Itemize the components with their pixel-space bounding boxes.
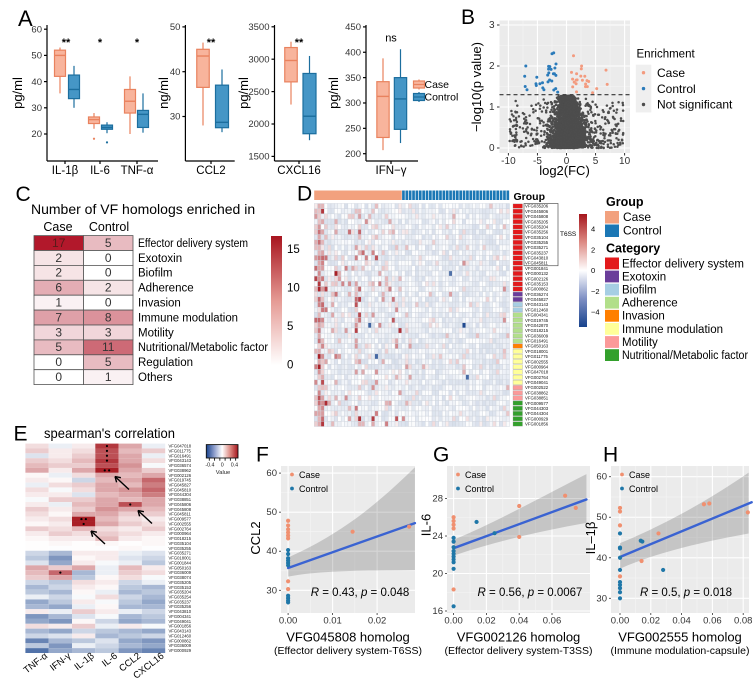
svg-text:8: 8: [105, 310, 112, 324]
svg-text:5: 5: [287, 321, 293, 333]
svg-text:Control: Control: [89, 220, 129, 234]
svg-text:300: 300: [345, 98, 361, 109]
svg-text:Case: Case: [425, 79, 450, 91]
svg-text:Number of VF homologs enriched: Number of VF homologs enriched in: [31, 201, 255, 217]
svg-text:60: 60: [31, 24, 42, 35]
svg-text:Nutritional/Metabolic factor: Nutritional/Metabolic factor: [138, 342, 268, 354]
svg-text:1: 1: [105, 370, 112, 384]
svg-text:0: 0: [55, 355, 62, 369]
svg-text:C: C: [16, 183, 31, 206]
svg-text:1500: 1500: [248, 152, 269, 163]
svg-text:CCL2: CCL2: [196, 165, 225, 177]
svg-text:CXCL16: CXCL16: [277, 165, 320, 177]
svg-text:1: 1: [55, 296, 62, 310]
svg-text:D: D: [297, 183, 312, 206]
svg-text:30: 30: [31, 103, 42, 114]
svg-text:Invasion: Invasion: [138, 298, 181, 310]
svg-text:Motility: Motility: [138, 327, 174, 339]
svg-text:2000: 2000: [248, 119, 269, 130]
svg-text:Immune modulation: Immune modulation: [138, 312, 238, 324]
svg-text:5: 5: [593, 156, 599, 167]
svg-text:5: 5: [55, 340, 62, 354]
svg-text:10: 10: [287, 283, 300, 295]
svg-text:30: 30: [170, 112, 181, 123]
svg-text:2500: 2500: [248, 87, 269, 98]
svg-text:2: 2: [105, 281, 112, 295]
svg-text:Exotoxin: Exotoxin: [138, 253, 182, 265]
svg-text:−log10(p value): −log10(p value): [469, 42, 484, 132]
svg-text:2: 2: [489, 61, 495, 72]
svg-text:TNF-α: TNF-α: [121, 165, 154, 177]
svg-text:40: 40: [170, 67, 181, 78]
svg-text:IFN−γ: IFN−γ: [376, 165, 407, 177]
svg-text:B: B: [461, 6, 475, 29]
svg-text:50: 50: [170, 22, 181, 33]
svg-text:0: 0: [287, 360, 293, 372]
svg-text:Others: Others: [138, 372, 173, 384]
svg-text:ng/ml: ng/ml: [156, 77, 171, 109]
svg-text:5: 5: [105, 355, 112, 369]
svg-text:0: 0: [55, 370, 62, 384]
svg-text:IL-1β: IL-1β: [52, 165, 79, 177]
svg-text:pg/ml: pg/ml: [10, 77, 25, 109]
svg-text:log2(FC): log2(FC): [539, 163, 590, 178]
svg-text:-10: -10: [501, 156, 516, 167]
svg-text:0: 0: [105, 251, 112, 265]
svg-text:2: 2: [55, 266, 62, 280]
svg-text:IL-6: IL-6: [90, 165, 110, 177]
svg-text:3500: 3500: [248, 22, 269, 33]
svg-text:1: 1: [489, 102, 495, 113]
svg-text:0: 0: [105, 266, 112, 280]
svg-text:Case: Case: [43, 220, 72, 234]
svg-text:Biofilm: Biofilm: [138, 268, 173, 280]
svg-text:6: 6: [55, 281, 62, 295]
svg-text:*: *: [135, 37, 140, 49]
svg-text:7: 7: [55, 310, 62, 324]
svg-text:Adherence: Adherence: [138, 283, 194, 295]
svg-text:Group: Group: [514, 191, 546, 203]
svg-text:200: 200: [345, 149, 361, 160]
svg-text:**: **: [62, 37, 71, 49]
svg-text:2: 2: [55, 251, 62, 265]
svg-text:250: 250: [345, 124, 361, 135]
svg-text:3: 3: [489, 20, 495, 31]
svg-text:**: **: [295, 37, 304, 49]
svg-text:Effector delivery system: Effector delivery system: [138, 238, 248, 250]
svg-text:Not significant: Not significant: [657, 98, 733, 112]
svg-text:17: 17: [52, 236, 66, 250]
svg-text:450: 450: [345, 22, 361, 33]
svg-text:Control: Control: [425, 92, 459, 104]
svg-text:3: 3: [105, 325, 112, 339]
svg-text:Enrichment: Enrichment: [637, 49, 696, 61]
svg-text:11: 11: [102, 340, 115, 354]
svg-text:5: 5: [105, 236, 112, 250]
svg-text:pg/ml: pg/ml: [236, 77, 251, 109]
svg-text:pg/ml: pg/ml: [326, 77, 341, 109]
svg-text:50: 50: [31, 51, 42, 62]
svg-text:400: 400: [345, 47, 361, 58]
svg-text:Regulation: Regulation: [138, 357, 193, 369]
svg-text:*: *: [98, 37, 103, 49]
svg-text:350: 350: [345, 73, 361, 84]
svg-text:15: 15: [287, 244, 300, 256]
svg-text:**: **: [207, 37, 216, 49]
svg-text:ns: ns: [385, 33, 397, 45]
svg-text:Control: Control: [657, 82, 696, 96]
svg-text:0: 0: [105, 296, 112, 310]
svg-text:Case: Case: [657, 66, 685, 80]
svg-text:20: 20: [31, 129, 42, 140]
svg-text:40: 40: [31, 77, 42, 88]
svg-text:3000: 3000: [248, 54, 269, 65]
svg-text:10: 10: [619, 156, 631, 167]
svg-text:0: 0: [489, 143, 495, 154]
svg-text:A: A: [18, 6, 33, 31]
svg-text:3: 3: [55, 325, 62, 339]
